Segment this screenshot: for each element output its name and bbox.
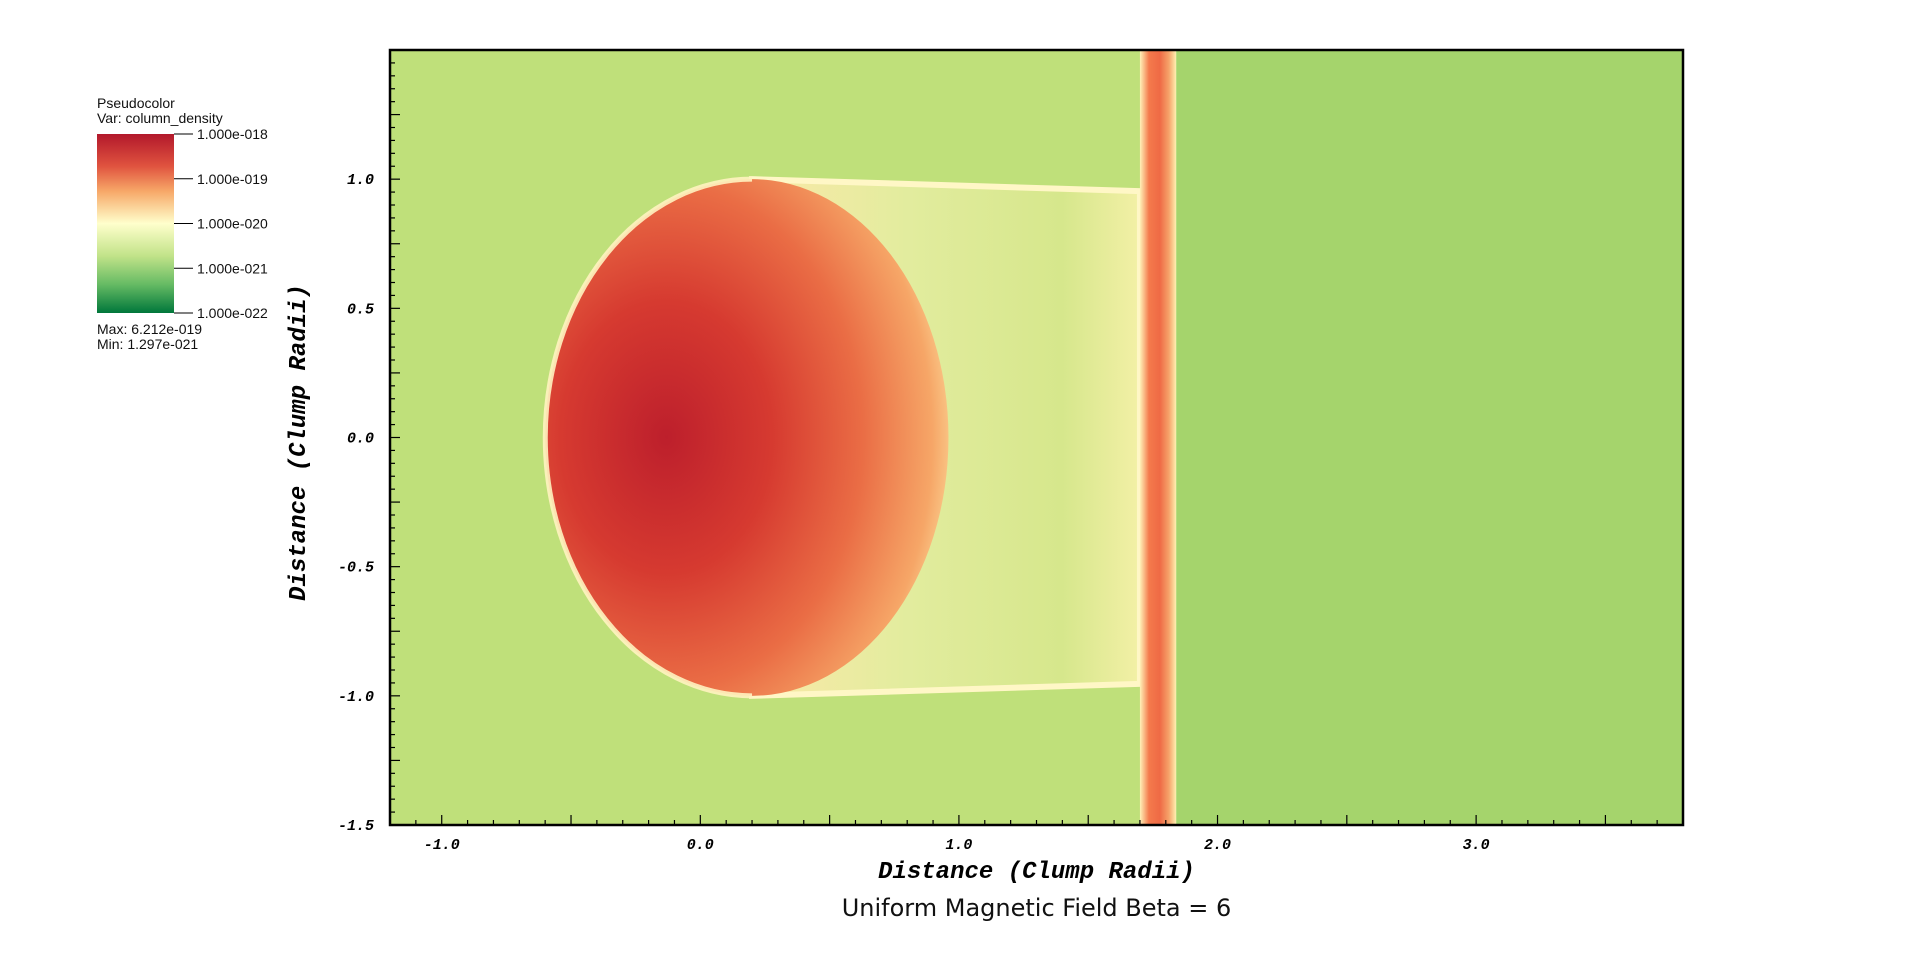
heatmap-field bbox=[390, 50, 1683, 825]
legend-variable: Var: column_density bbox=[97, 110, 223, 126]
x-axis-title: Distance (Clump Radii) bbox=[878, 859, 1195, 886]
y-tick-label: -1.0 bbox=[338, 689, 374, 706]
colorbar-tick-label: 1.000e-021 bbox=[197, 260, 268, 276]
x-tick-label: 0.0 bbox=[687, 837, 714, 854]
colorbar-tick-label: 1.000e-019 bbox=[197, 171, 268, 187]
clump-core bbox=[545, 179, 949, 696]
colorbar-tick-label: 1.000e-018 bbox=[197, 126, 268, 142]
colorbar-legend: Pseudocolor Var: column_density 1.000e-0… bbox=[97, 95, 268, 352]
y-tick-label: 0.5 bbox=[347, 301, 374, 318]
y-tick-label: -0.5 bbox=[338, 560, 374, 577]
x-tick-label: 2.0 bbox=[1204, 837, 1231, 854]
shock-sheet bbox=[1139, 50, 1177, 825]
clump-rim bbox=[542, 176, 753, 699]
x-tick-label: 1.0 bbox=[945, 837, 972, 854]
legend-min: Min: 1.297e-021 bbox=[97, 336, 198, 352]
y-tick-label: -1.5 bbox=[338, 818, 374, 835]
colorbar-labels: 1.000e-018 1.000e-019 1.000e-020 1.000e-021… bbox=[174, 126, 268, 321]
x-axis: -1.0 0.0 1.0 2.0 3.0 bbox=[389, 815, 1684, 854]
colorbar bbox=[97, 134, 174, 313]
y-axis-title: Distance (Clump Radii) bbox=[286, 284, 313, 601]
y-tick-label: 0.0 bbox=[347, 431, 374, 448]
x-tick-label: -1.0 bbox=[424, 837, 460, 854]
background-right bbox=[1176, 50, 1683, 825]
x-tick-label: 3.0 bbox=[1463, 837, 1490, 854]
legend-plot-type: Pseudocolor bbox=[97, 95, 175, 111]
colorbar-tick-label: 1.000e-022 bbox=[197, 305, 268, 321]
colorbar-tick-label: 1.000e-020 bbox=[197, 216, 268, 232]
y-axis: 1.0 0.5 0.0 -0.5 -1.0 -1.5 bbox=[338, 49, 400, 835]
legend-max: Max: 6.212e-019 bbox=[97, 321, 202, 337]
chart-title: Uniform Magnetic Field Beta = 6 bbox=[842, 894, 1232, 922]
y-tick-label: 1.0 bbox=[347, 172, 374, 189]
